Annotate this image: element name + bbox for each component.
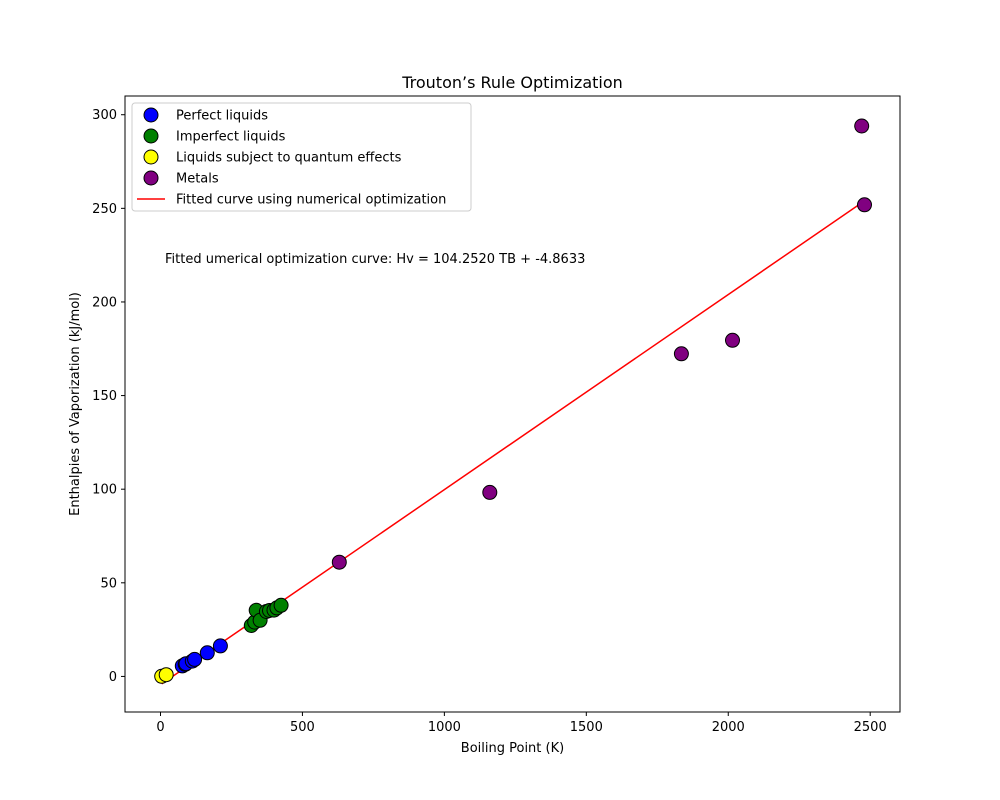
point-perfect-liquids xyxy=(199,645,215,661)
plot-frame xyxy=(124,95,901,713)
y-tick-label: 100 xyxy=(92,483,117,498)
legend-label: Metals xyxy=(176,172,219,187)
x-tick-label: 0 xyxy=(156,720,164,735)
legend-marker xyxy=(143,128,159,144)
y-axis-label: Enthalpies of Vaporization (kJ/mol) xyxy=(68,292,83,516)
y-tick-label: 0 xyxy=(109,670,117,685)
legend-items: Perfect liquids Imperfect liquids Liquids … xyxy=(137,107,446,208)
point-metals xyxy=(331,554,347,570)
point-liquids-subject-to-quantum-effects xyxy=(158,667,174,683)
legend-label: Fitted curve using numerical optimizatio… xyxy=(176,193,446,208)
point-metals xyxy=(482,484,498,500)
x-tick-label: 1500 xyxy=(570,720,603,735)
legend-label: Perfect liquids xyxy=(176,109,268,124)
x-tick-label: 500 xyxy=(290,720,315,735)
x-tick-label: 2000 xyxy=(712,720,745,735)
point-metals xyxy=(857,197,872,213)
point-imperfect-liquids xyxy=(273,597,289,613)
x-tick-label: 1000 xyxy=(428,720,461,735)
x-axis: 0 500 1000 1500 2000 2500 xyxy=(156,712,887,735)
legend-marker xyxy=(143,170,159,186)
y-axis: 0 50 100 150 200 250 300 xyxy=(92,108,125,685)
chart-title: Trouton’s Rule Optimization xyxy=(401,73,623,92)
y-tick-label: 200 xyxy=(92,295,117,310)
y-tick-label: 50 xyxy=(100,576,117,591)
point-perfect-liquids xyxy=(212,638,228,654)
point-metals xyxy=(673,346,689,362)
point-perfect-liquids xyxy=(187,651,203,667)
data-points xyxy=(154,118,872,684)
legend-label: Liquids subject to quantum effects xyxy=(176,151,402,166)
legend-box xyxy=(131,102,472,212)
y-tick-label: 250 xyxy=(92,202,117,217)
legend: Perfect liquids Imperfect liquids Liquids … xyxy=(131,102,472,212)
legend-label: Imperfect liquids xyxy=(176,130,286,145)
fit-equation-annotation: Fitted umerical optimization curve: Hv =… xyxy=(165,252,585,267)
point-metals xyxy=(854,118,870,134)
x-axis-label: Boiling Point (K) xyxy=(461,741,564,756)
point-metals xyxy=(725,332,740,348)
legend-marker xyxy=(143,149,159,165)
legend-marker xyxy=(143,107,159,123)
y-tick-label: 300 xyxy=(92,108,117,123)
x-tick-label: 2500 xyxy=(854,720,887,735)
y-tick-label: 150 xyxy=(92,389,117,404)
